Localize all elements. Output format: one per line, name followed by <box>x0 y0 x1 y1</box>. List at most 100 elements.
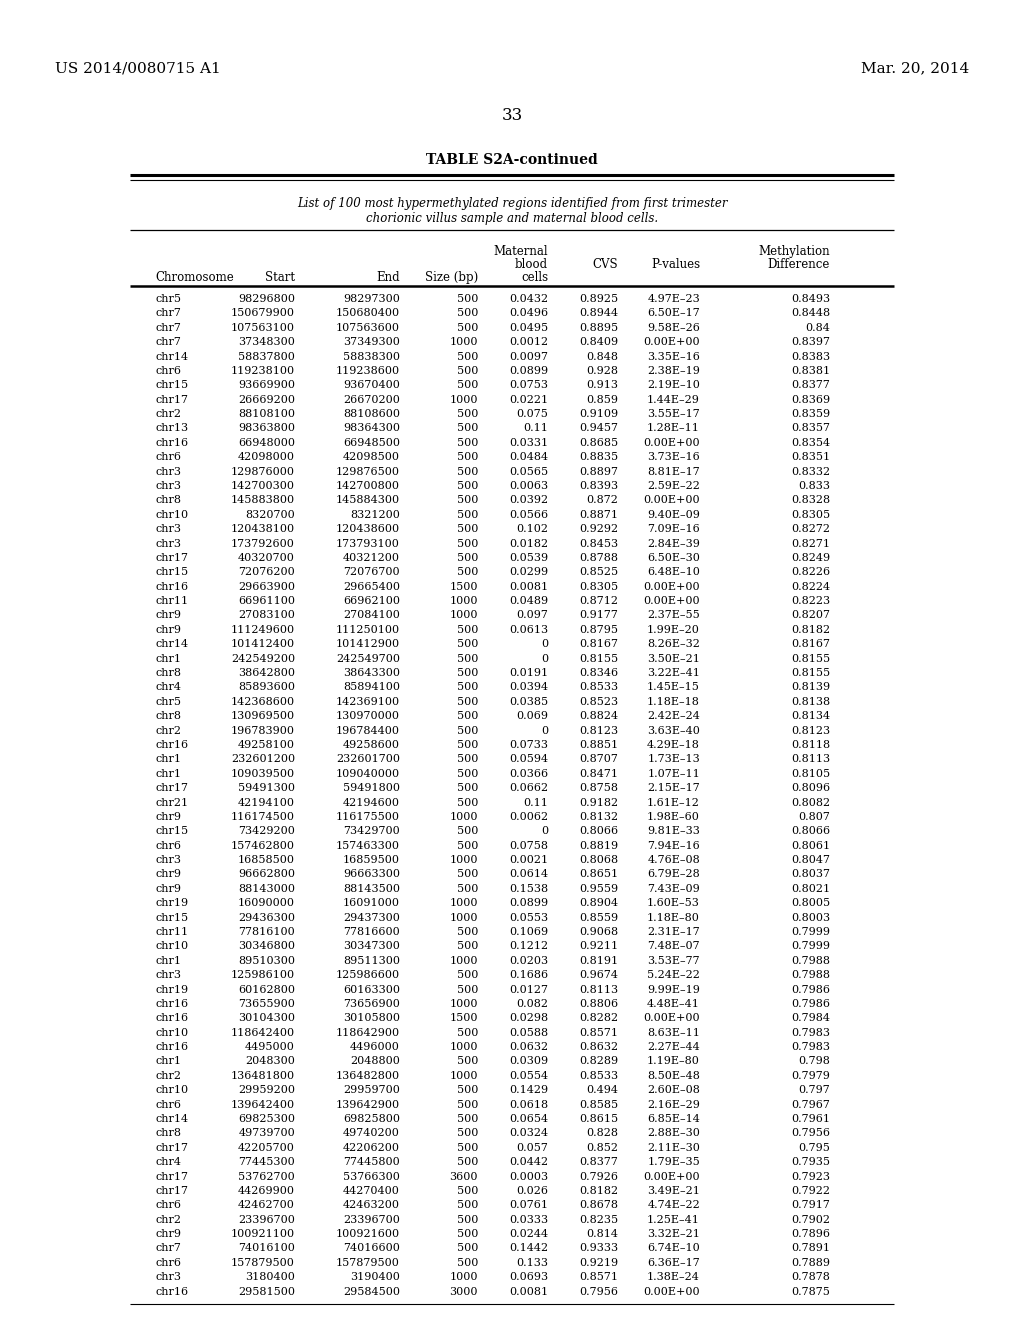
Text: 0.8155: 0.8155 <box>791 668 830 678</box>
Text: 2.60E–08: 2.60E–08 <box>647 1085 700 1096</box>
Text: 0.8525: 0.8525 <box>579 568 618 577</box>
Text: 0.8707: 0.8707 <box>580 754 618 764</box>
Text: 0.8571: 0.8571 <box>579 1272 618 1282</box>
Text: chr17: chr17 <box>155 1185 188 1196</box>
Text: 500: 500 <box>457 323 478 333</box>
Text: 500: 500 <box>457 754 478 764</box>
Text: 0.8851: 0.8851 <box>579 741 618 750</box>
Text: 1.18E–18: 1.18E–18 <box>647 697 700 706</box>
Text: 0.795: 0.795 <box>798 1143 830 1152</box>
Text: 2.16E–29: 2.16E–29 <box>647 1100 700 1110</box>
Text: 109040000: 109040000 <box>336 768 400 779</box>
Text: Chromosome: Chromosome <box>155 271 233 284</box>
Text: 0.0244: 0.0244 <box>509 1229 548 1239</box>
Text: 96663300: 96663300 <box>343 870 400 879</box>
Text: 1.99E–20: 1.99E–20 <box>647 624 700 635</box>
Text: 42194600: 42194600 <box>343 797 400 808</box>
Text: 0.7986: 0.7986 <box>791 985 830 994</box>
Text: 0.7956: 0.7956 <box>791 1129 830 1138</box>
Text: 173792600: 173792600 <box>231 539 295 549</box>
Text: 3000: 3000 <box>450 1287 478 1296</box>
Text: 0.9333: 0.9333 <box>579 1243 618 1254</box>
Text: 0.8897: 0.8897 <box>579 467 618 477</box>
Text: 500: 500 <box>457 985 478 994</box>
Text: 3.55E–17: 3.55E–17 <box>647 409 700 418</box>
Text: 3.32E–21: 3.32E–21 <box>647 1229 700 1239</box>
Text: 42098500: 42098500 <box>343 453 400 462</box>
Text: 42206200: 42206200 <box>343 1143 400 1152</box>
Text: 500: 500 <box>457 1100 478 1110</box>
Text: 0.833: 0.833 <box>798 480 830 491</box>
Text: 0.8249: 0.8249 <box>791 553 830 562</box>
Text: chr1: chr1 <box>155 956 181 966</box>
Text: 500: 500 <box>457 783 478 793</box>
Text: 49258100: 49258100 <box>238 741 295 750</box>
Text: 0.082: 0.082 <box>516 999 548 1008</box>
Text: 0.7999: 0.7999 <box>791 941 830 952</box>
Text: 0.8806: 0.8806 <box>579 999 618 1008</box>
Text: 0.0614: 0.0614 <box>509 870 548 879</box>
Text: Difference: Difference <box>768 257 830 271</box>
Text: chr2: chr2 <box>155 1071 181 1081</box>
Text: 0.8096: 0.8096 <box>791 783 830 793</box>
Text: 0.9674: 0.9674 <box>579 970 618 981</box>
Text: 16090000: 16090000 <box>238 898 295 908</box>
Text: 0.8383: 0.8383 <box>791 351 830 362</box>
Text: 1.44E–29: 1.44E–29 <box>647 395 700 405</box>
Text: 9.40E–09: 9.40E–09 <box>647 510 700 520</box>
Text: 6.50E–17: 6.50E–17 <box>647 309 700 318</box>
Text: 69825300: 69825300 <box>238 1114 295 1125</box>
Text: 0.8359: 0.8359 <box>791 409 830 418</box>
Text: chr17: chr17 <box>155 1172 188 1181</box>
Text: 0.8346: 0.8346 <box>579 668 618 678</box>
Text: 0.1429: 0.1429 <box>509 1085 548 1096</box>
Text: 0.1442: 0.1442 <box>509 1243 548 1254</box>
Text: 500: 500 <box>457 841 478 850</box>
Text: P-values: P-values <box>651 257 700 271</box>
Text: 44269900: 44269900 <box>238 1185 295 1196</box>
Text: 3190400: 3190400 <box>350 1272 400 1282</box>
Text: 157463300: 157463300 <box>336 841 400 850</box>
Text: 1.61E–12: 1.61E–12 <box>647 797 700 808</box>
Text: 500: 500 <box>457 1114 478 1125</box>
Text: 0.9182: 0.9182 <box>579 797 618 808</box>
Text: chr3: chr3 <box>155 855 181 865</box>
Text: 0.8224: 0.8224 <box>791 582 830 591</box>
Text: 500: 500 <box>457 668 478 678</box>
Text: 1500: 1500 <box>450 1014 478 1023</box>
Text: 500: 500 <box>457 1214 478 1225</box>
Text: 77445800: 77445800 <box>343 1158 400 1167</box>
Text: 33: 33 <box>502 107 522 124</box>
Text: 8.26E–32: 8.26E–32 <box>647 639 700 649</box>
Text: 1.60E–53: 1.60E–53 <box>647 898 700 908</box>
Text: 77816600: 77816600 <box>343 927 400 937</box>
Text: 3.35E–16: 3.35E–16 <box>647 351 700 362</box>
Text: 107563100: 107563100 <box>231 323 295 333</box>
Text: chr6: chr6 <box>155 1200 181 1210</box>
Text: 37349300: 37349300 <box>343 337 400 347</box>
Text: 1.98E–60: 1.98E–60 <box>647 812 700 822</box>
Text: 53762700: 53762700 <box>239 1172 295 1181</box>
Text: 2.37E–55: 2.37E–55 <box>647 610 700 620</box>
Text: 0.8377: 0.8377 <box>580 1158 618 1167</box>
Text: 500: 500 <box>457 1129 478 1138</box>
Text: 0.7961: 0.7961 <box>791 1114 830 1125</box>
Text: chr5: chr5 <box>155 294 181 304</box>
Text: 0.7986: 0.7986 <box>791 999 830 1008</box>
Text: 500: 500 <box>457 438 478 447</box>
Text: chr1: chr1 <box>155 768 181 779</box>
Text: 29959700: 29959700 <box>343 1085 400 1096</box>
Text: 116174500: 116174500 <box>231 812 295 822</box>
Text: 0.0003: 0.0003 <box>509 1172 548 1181</box>
Text: 2.19E–10: 2.19E–10 <box>647 380 700 391</box>
Text: 38642800: 38642800 <box>238 668 295 678</box>
Text: 29663900: 29663900 <box>238 582 295 591</box>
Text: 3180400: 3180400 <box>245 1272 295 1282</box>
Text: chr7: chr7 <box>155 323 181 333</box>
Text: 0.00E+00: 0.00E+00 <box>643 337 700 347</box>
Text: 500: 500 <box>457 1158 478 1167</box>
Text: 8320700: 8320700 <box>246 510 295 520</box>
Text: chr3: chr3 <box>155 467 181 477</box>
Text: 0.928: 0.928 <box>586 366 618 376</box>
Text: 0.8082: 0.8082 <box>791 797 830 808</box>
